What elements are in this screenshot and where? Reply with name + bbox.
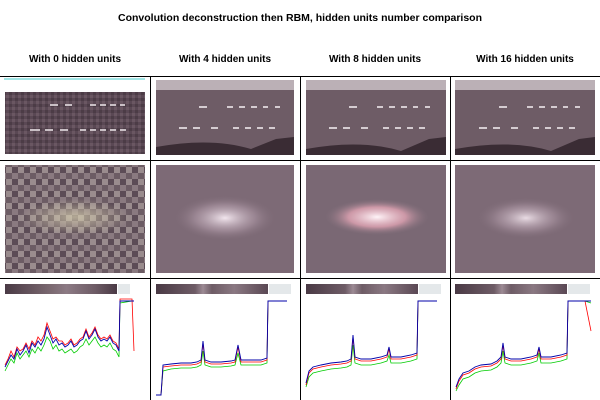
column-title-4: With 4 hidden units <box>150 54 300 65</box>
reconstruction-4 <box>151 161 300 278</box>
column-title-0: With 0 hidden units <box>0 54 150 65</box>
gel-image-4 <box>151 77 300 160</box>
gel-image-16 <box>451 77 600 160</box>
column-title-8: With 8 hidden units <box>300 54 450 65</box>
profile-panel-0 <box>0 279 149 400</box>
profile-panel-8 <box>301 279 450 400</box>
profile-panel-4 <box>151 279 300 400</box>
column-title-16: With 16 hidden units <box>450 54 600 65</box>
reconstruction-16 <box>451 161 600 278</box>
reconstruction-0 <box>0 161 149 278</box>
figure-title: Convolution deconstruction then RBM, hid… <box>0 12 600 24</box>
gel-image-0 <box>0 77 149 160</box>
profile-panel-16 <box>451 279 600 400</box>
gel-image-8 <box>301 77 450 160</box>
reconstruction-8 <box>301 161 450 278</box>
